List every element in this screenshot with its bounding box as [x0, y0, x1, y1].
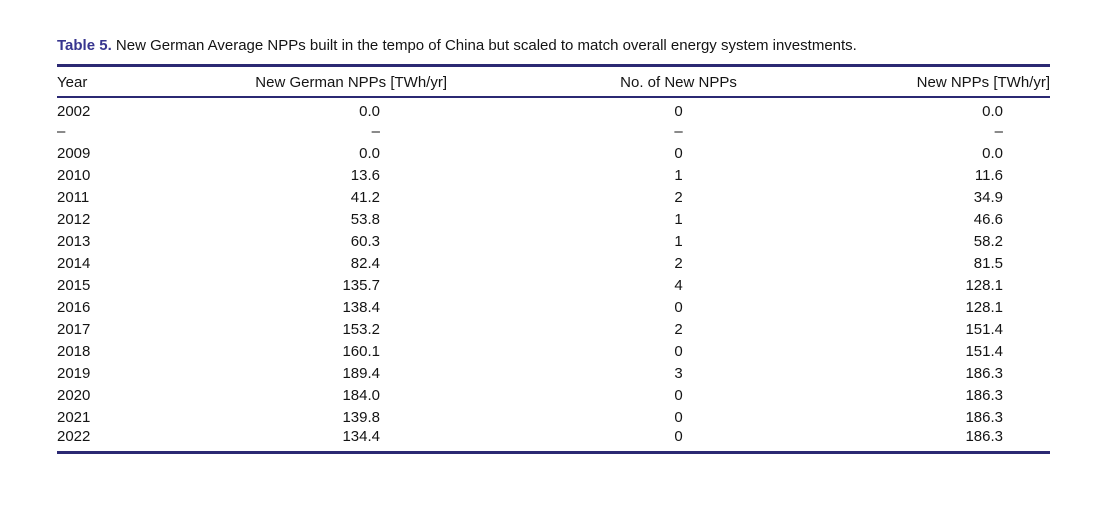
table-caption-text: New German Average NPPs built in the tem…	[115, 37, 857, 54]
table-cell: 2012	[57, 210, 91, 228]
table-row: 2020 184.0 0 186.3	[57, 384, 1050, 406]
table-row: 2017 153.2 2 151.4	[57, 318, 1050, 340]
paper-page: Table 5. New German Average NPPs built i…	[57, 36, 1050, 454]
table-cell: –	[674, 122, 683, 140]
table-cell: 2014	[57, 254, 91, 272]
column-header-2: No. of New NPPs	[620, 74, 737, 91]
table-body: 2002 0.0 0 0.0– – – –2009 0.0 0 0.0 2010 13.6 1 11.6 2…	[57, 97, 1050, 453]
table-row: 2021 139.8 0 186.3	[57, 406, 1050, 428]
table-cell: 2017	[57, 320, 91, 338]
table-caption: Table 5. New German Average NPPs built i…	[57, 36, 1050, 55]
table-cell: 0	[674, 408, 683, 426]
table-cell: 34.9	[973, 188, 1003, 206]
table-cell: 53.8	[350, 210, 380, 228]
table-row: 2014 82.4 2 81.5	[57, 252, 1050, 274]
table-cell: 186.3	[965, 428, 1003, 445]
table-cell: 2	[674, 254, 683, 272]
table-row: 2010 13.6 1 11.6	[57, 164, 1050, 186]
table-cell: 186.3	[965, 386, 1003, 404]
table-row: 2012 53.8 1 46.6	[57, 208, 1050, 230]
table-row: 2009 0.0 0 0.0	[57, 142, 1050, 164]
table-cell: 58.2	[973, 232, 1003, 250]
table-cell: 186.3	[965, 408, 1003, 426]
table-row: 2013 60.3 1 58.2	[57, 230, 1050, 252]
table-row: 2018 160.1 0 151.4	[57, 340, 1050, 362]
table-cell: 1	[674, 166, 683, 184]
table-cell: 81.5	[973, 254, 1003, 272]
table-cell: 2	[674, 188, 683, 206]
table-cell: 11.6	[974, 166, 1003, 184]
table-cell: 151.4	[965, 320, 1003, 338]
table-cell: 4	[674, 276, 683, 294]
table-cell: 128.1	[965, 276, 1003, 294]
table-cell: 151.4	[965, 342, 1003, 360]
table-row: 2015 135.7 4 128.1	[57, 274, 1050, 296]
table-cell: 2002	[57, 103, 91, 120]
table-cell: 2019	[57, 364, 91, 382]
table-cell: 2015	[57, 276, 91, 294]
table-cell: 135.7	[342, 276, 380, 294]
table-cell: 0	[674, 103, 683, 120]
table-cell: 0.0	[982, 103, 1003, 120]
table-cell: 2010	[57, 166, 91, 184]
column-header-1: New German NPPs [TWh/yr]	[255, 74, 447, 91]
table-cell: 2022	[57, 428, 91, 445]
table-cell: 138.4	[342, 298, 380, 316]
table-cell: 2009	[57, 144, 91, 162]
table-cell: 2013	[57, 232, 91, 250]
table-label: Table 5.	[57, 37, 112, 54]
table-cell: 1	[674, 232, 683, 250]
header-row: Year New German NPPs [TWh/yr] No. of New N…	[57, 66, 1050, 97]
table-cell: 2018	[57, 342, 91, 360]
table-cell: 0.0	[359, 103, 380, 120]
table-cell: 46.6	[973, 210, 1003, 228]
table-row: 2011 41.2 2 34.9	[57, 186, 1050, 208]
table-cell: 128.1	[965, 298, 1003, 316]
table-cell: 82.4	[350, 254, 380, 272]
table-cell: 186.3	[965, 364, 1003, 382]
data-table: Year New German NPPs [TWh/yr] No. of New N…	[57, 64, 1050, 454]
table-row: – – – –	[57, 120, 1050, 142]
table-cell: –	[994, 122, 1003, 140]
table-cell: 2021	[57, 408, 91, 426]
table-cell: 160.1	[342, 342, 380, 360]
table-cell: 0.0	[359, 144, 380, 162]
table-row: 2002 0.0 0 0.0	[57, 97, 1050, 120]
table-row: 2022 134.4 0 186.3	[57, 428, 1050, 453]
table-cell: –	[57, 122, 66, 140]
table-cell: 1	[674, 210, 683, 228]
table-row: 2016 138.4 0 128.1	[57, 296, 1050, 318]
table-cell: 0	[674, 342, 683, 360]
table-cell: 0	[674, 298, 683, 316]
table-cell: 0	[674, 428, 683, 445]
table-cell: 2011	[57, 188, 90, 206]
table-cell: 2020	[57, 386, 91, 404]
column-header-3: New NPPs [TWh/yr]	[916, 74, 1050, 91]
table-cell: 139.8	[342, 408, 380, 426]
table-row: 2019 189.4 3 186.3	[57, 362, 1050, 384]
table-cell: 0	[674, 144, 683, 162]
table-cell: 0.0	[982, 144, 1003, 162]
table-cell: 153.2	[342, 320, 380, 338]
table-cell: –	[371, 122, 380, 140]
table-cell: 0	[674, 386, 683, 404]
table-header: Year New German NPPs [TWh/yr] No. of New N…	[57, 66, 1050, 97]
table-cell: 189.4	[342, 364, 380, 382]
table-cell: 13.6	[350, 166, 380, 184]
table-cell: 134.4	[342, 428, 380, 445]
table-cell: 60.3	[350, 232, 380, 250]
table-cell: 41.2	[350, 188, 380, 206]
table-cell: 2	[674, 320, 683, 338]
column-header-0: Year	[57, 74, 88, 91]
table-cell: 184.0	[342, 386, 380, 404]
table-cell: 2016	[57, 298, 91, 316]
table-cell: 3	[674, 364, 683, 382]
